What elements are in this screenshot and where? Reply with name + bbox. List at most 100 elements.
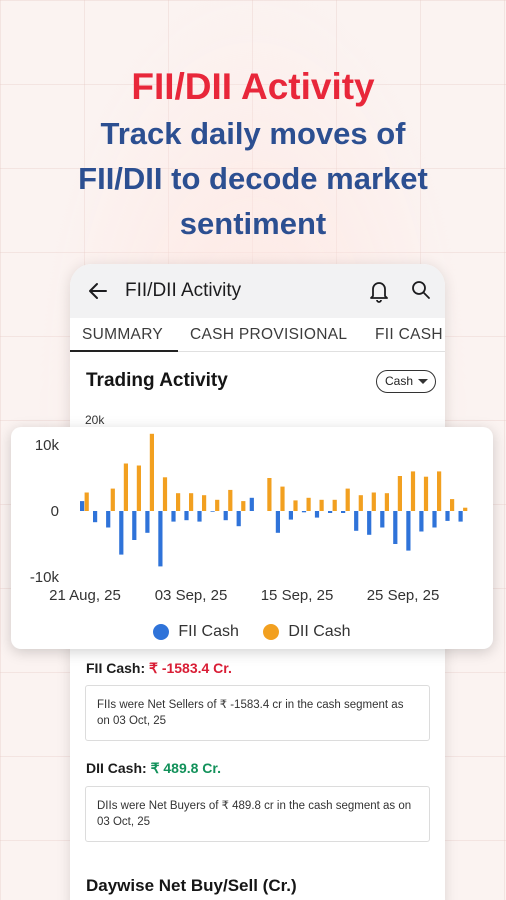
fii-legend-dot [153, 624, 170, 640]
dii-bar[interactable] [306, 497, 311, 511]
fii-note-box: FIIs were Net Sellers of ₹ -1583.4 cr in… [85, 685, 430, 741]
legend-item-fii[interactable]: FII Cash [153, 623, 239, 641]
hero-subtitle-line-1: Track daily moves of [100, 116, 406, 151]
bell-icon[interactable] [368, 279, 390, 303]
fii-bar[interactable] [458, 511, 463, 522]
fii-bar[interactable] [197, 511, 202, 522]
trading-activity-title: Trading Activity [86, 370, 228, 391]
fii-bar[interactable] [380, 511, 385, 528]
fii-note-text: FIIs were Net Sellers of ₹ -1583.4 cr in… [97, 699, 404, 727]
tab-summary[interactable]: SUMMARY [82, 326, 164, 343]
x-tick-label: 03 Sep, 25 [155, 587, 228, 604]
active-tab-indicator [70, 350, 178, 352]
dii-bar[interactable] [423, 476, 429, 511]
daywise-title: Daywise Net Buy/Sell (Cr.) [86, 876, 297, 895]
dii-bar[interactable] [189, 493, 194, 511]
app-bar-title: FII/DII Activity [125, 280, 242, 301]
dii-bar[interactable] [136, 465, 141, 512]
tab-fii-cash[interactable]: FII CASH [375, 326, 443, 343]
hero-subtitle-line-3: sentiment [179, 206, 327, 241]
back-arrow-icon[interactable] [86, 279, 110, 303]
dii-bar[interactable] [410, 471, 416, 511]
fii-bar[interactable] [106, 511, 111, 528]
fii-bar[interactable] [184, 511, 189, 521]
dii-bar[interactable] [345, 488, 350, 511]
dii-note-box: DIIs were Net Buyers of ₹ 489.8 cr in th… [85, 786, 430, 842]
fii-bar[interactable] [80, 501, 85, 511]
fii-bar[interactable] [275, 511, 280, 533]
dii-bar[interactable] [123, 463, 128, 512]
fii-bar[interactable] [93, 511, 98, 523]
chart-legend: FII Cash DII Cash [11, 623, 493, 645]
fii-bar[interactable] [236, 511, 241, 527]
app-bar: FII/DII Activity [70, 264, 445, 318]
y-tick-label: 0 [51, 503, 59, 520]
fii-bar[interactable] [210, 511, 215, 512]
dii-bar[interactable] [176, 493, 181, 511]
legend-label-dii: DII Cash [288, 623, 351, 640]
legend-item-dii[interactable]: DII Cash [263, 623, 351, 641]
dii-bar[interactable] [202, 495, 207, 511]
fii-bar[interactable] [132, 511, 137, 540]
dii-cash-label: DII Cash: [86, 760, 147, 776]
segment-dropdown-value: Cash [385, 374, 414, 388]
dii-bar[interactable] [332, 499, 337, 511]
fii-bar[interactable] [406, 511, 411, 551]
fii-cash-label: FII Cash: [86, 660, 146, 676]
hero: FII/DII Activity Track daily moves of FI… [0, 64, 506, 245]
fii-bar[interactable] [288, 511, 293, 520]
fii-bar[interactable] [145, 511, 150, 533]
fii-cash-value: ₹ -1583.4 Cr. [149, 660, 232, 676]
dii-legend-dot [263, 624, 280, 640]
dii-cash-value: ₹ 489.8 Cr. [150, 760, 221, 776]
dii-bar[interactable] [319, 499, 324, 511]
dii-bar[interactable] [162, 477, 168, 511]
dii-bar[interactable] [267, 478, 272, 511]
x-tick-label: 25 Sep, 25 [367, 587, 440, 604]
fii-bar[interactable] [341, 511, 346, 513]
fii-bar[interactable] [314, 511, 320, 518]
search-icon[interactable] [411, 280, 431, 300]
hero-title: FII/DII Activity [131, 66, 375, 107]
fii-bar[interactable] [223, 511, 228, 521]
fii-bar[interactable] [432, 511, 437, 528]
dii-bar[interactable] [228, 489, 233, 511]
x-tick-label: 15 Sep, 25 [261, 587, 334, 604]
fii-bar[interactable] [158, 511, 163, 567]
tab-cash-provisional[interactable]: CASH PROVISIONAL [190, 326, 348, 343]
dii-bar[interactable] [371, 492, 376, 512]
chevron-down-icon [418, 379, 428, 384]
dii-bar[interactable] [215, 499, 220, 511]
fii-cash-summary: FII Cash: ₹ -1583.4 Cr. [86, 660, 232, 677]
fii-bar[interactable] [301, 511, 307, 513]
legend-label-fii: FII Cash [178, 623, 239, 640]
dii-bar[interactable] [293, 500, 298, 511]
y-tick-label: 10k [35, 437, 60, 454]
fii-bar[interactable] [445, 511, 450, 521]
fii-bar[interactable] [367, 511, 372, 535]
dii-bar[interactable] [384, 493, 389, 511]
dii-bar[interactable] [241, 501, 246, 511]
dii-bar[interactable] [463, 507, 468, 511]
fii-bar[interactable] [393, 511, 398, 544]
x-tick-label: 21 Aug, 25 [49, 587, 121, 604]
fii-bar[interactable] [119, 511, 124, 555]
dii-note-text: DIIs were Net Buyers of ₹ 489.8 cr in th… [97, 800, 412, 828]
dii-bar[interactable] [358, 495, 363, 511]
fii-bar[interactable] [171, 511, 176, 522]
dii-bar[interactable] [437, 471, 442, 511]
dii-bar[interactable] [397, 476, 402, 511]
segment-dropdown[interactable]: Cash [376, 370, 436, 393]
dii-bar[interactable] [84, 492, 89, 512]
fii-bar[interactable] [249, 497, 254, 511]
fii-bar[interactable] [328, 511, 333, 513]
dii-bar[interactable] [280, 486, 285, 511]
y-tick-label: -10k [30, 569, 60, 586]
dii-bar[interactable] [110, 488, 115, 511]
fii-bar[interactable] [354, 511, 359, 531]
tab-bar: SUMMARY CASH PROVISIONAL FII CASH [70, 318, 445, 352]
fii-bar[interactable] [419, 511, 424, 532]
dii-bar[interactable] [149, 433, 154, 511]
dii-bar[interactable] [450, 499, 455, 511]
